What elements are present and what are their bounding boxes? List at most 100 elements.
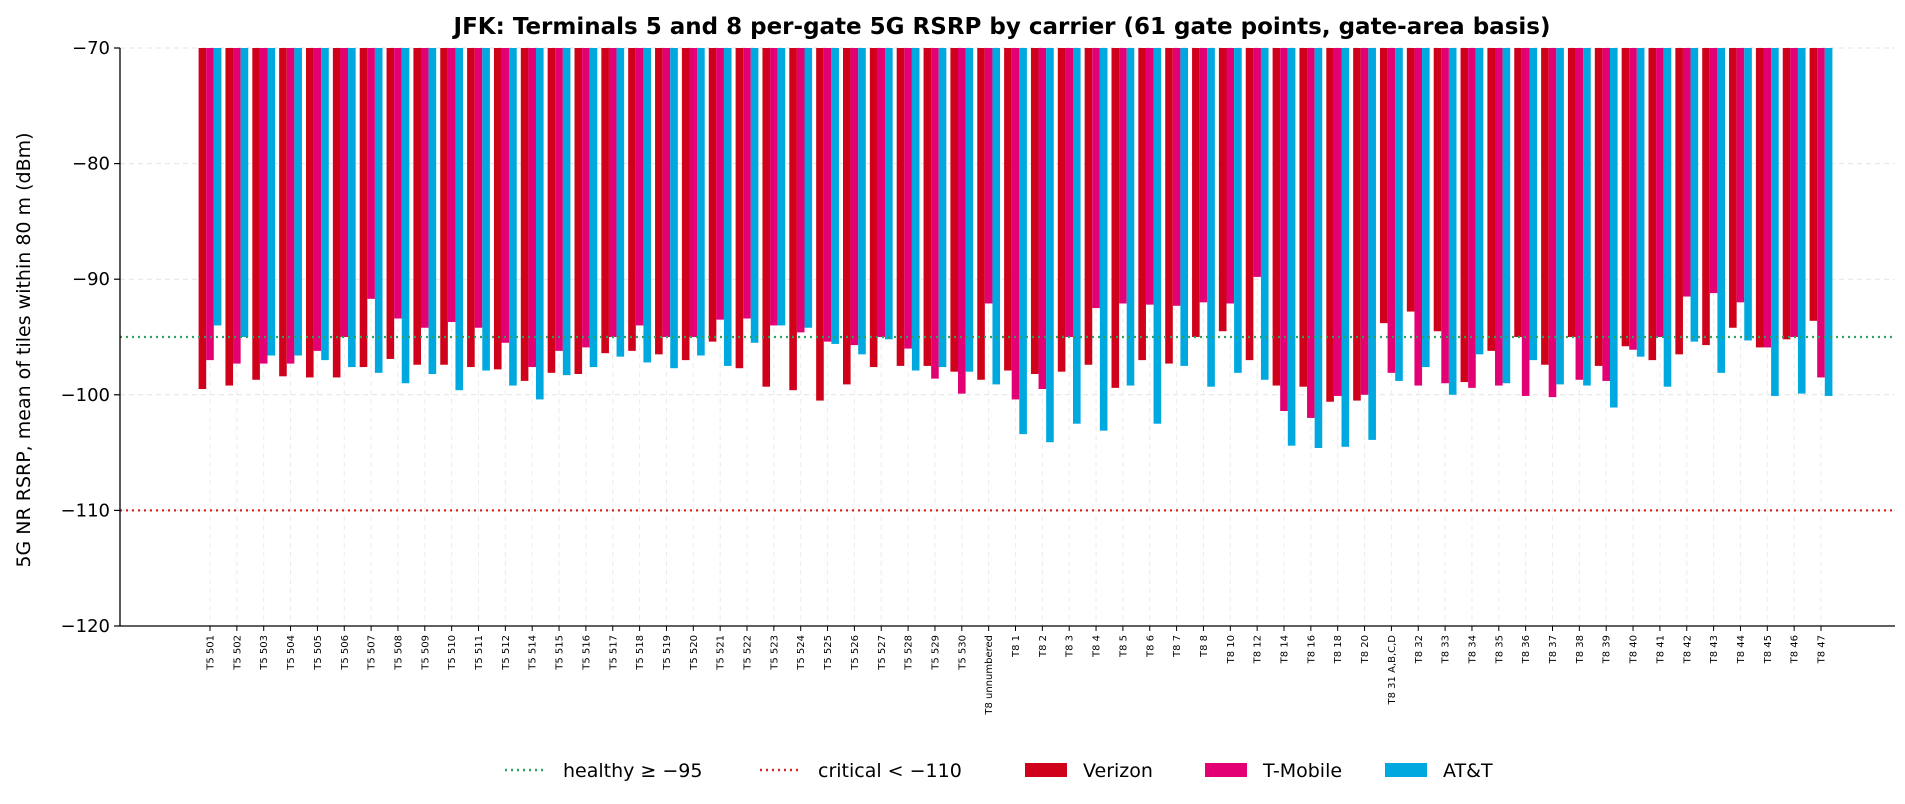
bar-att-42: [1341, 48, 1350, 447]
x-tick-label: T8 4: [1092, 635, 1103, 658]
bar-verizon-3: [279, 48, 287, 377]
bar-tmobile-32: [1065, 48, 1073, 337]
bar-att-46: [1448, 48, 1457, 395]
y-axis-label: 5G NR RSRP, mean of tiles within 80 m (d…: [13, 132, 35, 567]
x-tick-label: T5 504: [286, 635, 297, 671]
bar-att-13: [562, 48, 571, 376]
x-tick-label: T8 38: [1575, 635, 1586, 664]
bar-verizon-48: [1487, 48, 1495, 351]
bar-verizon-52: [1594, 48, 1603, 366]
x-tick-label: T8 35: [1494, 635, 1505, 664]
x-tick-label: T8 46: [1790, 635, 1801, 664]
legend-label: AT&T: [1443, 760, 1493, 782]
bar-att-25: [885, 48, 893, 340]
y-tick-label: −80: [72, 154, 110, 175]
x-tick-label: T5 518: [635, 635, 646, 671]
bar-verizon-5: [332, 48, 341, 378]
bar-att-31: [1046, 48, 1054, 443]
bar-verizon-54: [1648, 48, 1657, 361]
bar-tmobile-31: [1038, 48, 1047, 390]
bar-verizon-1: [225, 48, 234, 386]
legend-patch-swatch: [1385, 763, 1427, 777]
bar-verizon-4: [306, 48, 314, 378]
x-tick-label: T5 508: [393, 635, 404, 671]
legend-item-0: healthy ≥ −95: [505, 760, 703, 782]
bar-verizon-2: [252, 48, 260, 380]
bar-att-40: [1287, 48, 1296, 446]
bar-tmobile-48: [1495, 48, 1503, 386]
bar-att-39: [1260, 48, 1269, 380]
bar-att-34: [1126, 48, 1135, 386]
x-tick-label: T5 527: [877, 635, 888, 671]
bar-att-27: [938, 48, 947, 368]
bar-att-18: [697, 48, 705, 356]
bar-verizon-38: [1218, 48, 1227, 332]
x-tick-label: T8 2: [1038, 635, 1049, 658]
x-tick-label: T8 47: [1817, 635, 1828, 664]
bar-att-11: [509, 48, 517, 386]
bar-tmobile-29: [984, 48, 993, 304]
bar-att-45: [1422, 48, 1430, 368]
bar-verizon-45: [1406, 48, 1415, 312]
bar-att-43: [1368, 48, 1376, 440]
bar-tmobile-22: [796, 48, 805, 333]
bar-tmobile-46: [1441, 48, 1449, 384]
bar-tmobile-7: [394, 48, 402, 319]
bar-tmobile-24: [850, 48, 859, 346]
bar-verizon-7: [386, 48, 395, 359]
bar-verizon-37: [1192, 48, 1200, 337]
bar-tmobile-56: [1709, 48, 1718, 294]
bar-att-35: [1153, 48, 1162, 424]
bar-verizon-44: [1380, 48, 1388, 324]
bar-att-30: [1019, 48, 1027, 435]
bar-tmobile-55: [1682, 48, 1691, 297]
bar-tmobile-8: [421, 48, 429, 328]
bar-tmobile-53: [1629, 48, 1637, 350]
bar-att-23: [831, 48, 839, 344]
bar-tmobile-39: [1253, 48, 1261, 277]
x-tick-label: T5 515: [555, 635, 566, 671]
bar-tmobile-17: [662, 48, 671, 337]
x-tick-label: T8 20: [1360, 635, 1371, 664]
x-tick-label: T5 501: [206, 635, 217, 671]
bar-att-8: [428, 48, 437, 374]
y-tick-label: −110: [61, 500, 110, 521]
x-tick-label: T5 506: [340, 635, 351, 671]
bar-att-47: [1475, 48, 1484, 355]
x-tick-label: T8 3: [1065, 635, 1076, 658]
legend-item-4: AT&T: [1385, 760, 1493, 782]
bar-verizon-17: [655, 48, 663, 355]
bar-att-5: [348, 48, 356, 368]
bar-att-38: [1234, 48, 1242, 373]
x-tick-label: T5 522: [743, 635, 754, 671]
bar-tmobile-14: [582, 48, 590, 348]
bar-att-54: [1663, 48, 1672, 387]
y-ticks: −70 −80 −90 −100 −110 −120: [61, 38, 120, 637]
bar-att-60: [1824, 48, 1833, 396]
bar-tmobile-13: [555, 48, 563, 351]
bar-tmobile-35: [1145, 48, 1154, 305]
legend-patch-swatch: [1205, 763, 1247, 777]
bar-att-22: [804, 48, 813, 328]
x-tick-label: T8 43: [1709, 635, 1720, 664]
bar-att-57: [1744, 48, 1752, 341]
x-tick-label: T5 514: [528, 635, 539, 671]
bar-verizon-50: [1541, 48, 1549, 365]
x-tick-label: T5 521: [716, 635, 727, 671]
bar-verizon-28: [950, 48, 958, 372]
x-ticks: T5 501 T5 502 T5 503 T5 504 T5 505 T5 506 T5 5…: [206, 626, 1828, 716]
bar-verizon-57: [1729, 48, 1737, 328]
x-tick-label: T5 528: [904, 635, 915, 671]
bar-att-51: [1583, 48, 1591, 386]
reference-lines: [120, 335, 1895, 512]
x-tick-label: T5 502: [232, 635, 243, 671]
bar-att-33: [1099, 48, 1108, 431]
bar-verizon-9: [440, 48, 448, 365]
bar-att-20: [750, 48, 759, 343]
bar-verizon-58: [1755, 48, 1764, 348]
y-tick-label: −70: [72, 38, 110, 59]
bar-tmobile-45: [1414, 48, 1423, 386]
x-tick-label: T5 519: [662, 635, 673, 671]
x-tick-label: T5 511: [474, 635, 485, 671]
bar-tmobile-37: [1199, 48, 1208, 303]
